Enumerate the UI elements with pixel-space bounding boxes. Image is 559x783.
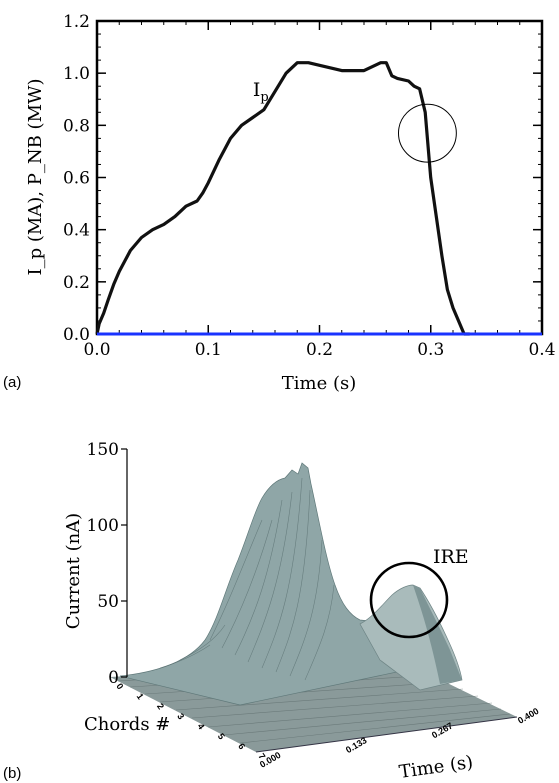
y-tick-label: 0.8 xyxy=(63,116,90,136)
panel-a-ylabel: I_p (MA), P_NB (MW) xyxy=(25,78,46,275)
panel-a-ticks xyxy=(96,20,543,335)
ip-annotation-subscript: p xyxy=(260,90,268,105)
x-tick-label: 0.4 xyxy=(528,340,555,360)
panel-b-zlabel: Current (nA) xyxy=(63,513,84,629)
panel-b-xlabel: Time (s) xyxy=(398,752,475,783)
chord-tick-label: 5 xyxy=(216,731,227,741)
panel-a: 0.0 0.1 0.2 0.3 0.40.00.20.40.60.81.01.2 Ip … xyxy=(3,12,556,394)
y-tick-label: 1.2 xyxy=(63,12,90,32)
ip-drop-circle xyxy=(397,103,457,163)
y-tick-label: 0.6 xyxy=(63,169,90,189)
y-tick-label: 1.0 xyxy=(63,64,90,84)
panel-a-xlabel: Time (s) xyxy=(282,373,357,394)
x-tick-label: 0.2 xyxy=(306,340,333,360)
chord-tick-label: 1 xyxy=(135,691,146,701)
panel-a-plot-frame xyxy=(95,19,544,336)
panel-b-z-ticks: 0 50 100 150 xyxy=(87,440,127,688)
z-tick-label: 150 xyxy=(87,440,119,460)
z-tick-label: 100 xyxy=(87,516,119,536)
chord-tick-label: 0 xyxy=(114,681,125,691)
time-tick-label: 0.400 xyxy=(516,706,541,726)
x-tick-label: 0.3 xyxy=(417,340,444,360)
panel-b-ylabel: Chords # xyxy=(84,714,170,735)
x-tick-label: 0.1 xyxy=(195,340,222,360)
chord-tick-label: 2 xyxy=(155,701,166,711)
x-tick-label: 0.0 xyxy=(83,340,110,360)
y-tick-label: 0.2 xyxy=(63,273,90,293)
panel-a-series xyxy=(95,61,542,336)
surface-main-shading xyxy=(159,477,335,681)
ip-annotation: Ip xyxy=(253,79,269,105)
surface-ire-shadow xyxy=(413,585,462,684)
ire-circle xyxy=(369,561,449,639)
y-tick-label: 0.0 xyxy=(63,325,90,345)
surface-3d xyxy=(110,462,518,753)
ip-annotation-symbol: I xyxy=(253,79,261,101)
series-line-ip xyxy=(95,61,470,336)
surface-front-edge xyxy=(255,716,518,753)
chord-tick-label: 6 xyxy=(236,741,247,751)
y-tick-label: 0.4 xyxy=(63,221,90,241)
z-tick-label: 0 xyxy=(108,668,119,688)
panel-b-label: (b) xyxy=(3,765,21,782)
z-tick-label: 50 xyxy=(97,592,119,612)
panel-a-label: (a) xyxy=(3,374,21,391)
chord-tick-label: 7 xyxy=(256,751,267,761)
chord-tick-label: 3 xyxy=(175,711,186,721)
panel-a-tick-labels: 0.0 0.1 0.2 0.3 0.4 0.0 0.2 0.4 0.6 0.8 1.0 1.2 xyxy=(63,12,556,360)
ire-label: IRE xyxy=(433,546,469,568)
chord-tick-label: 4 xyxy=(196,721,207,731)
surface-main-peak xyxy=(119,462,431,706)
